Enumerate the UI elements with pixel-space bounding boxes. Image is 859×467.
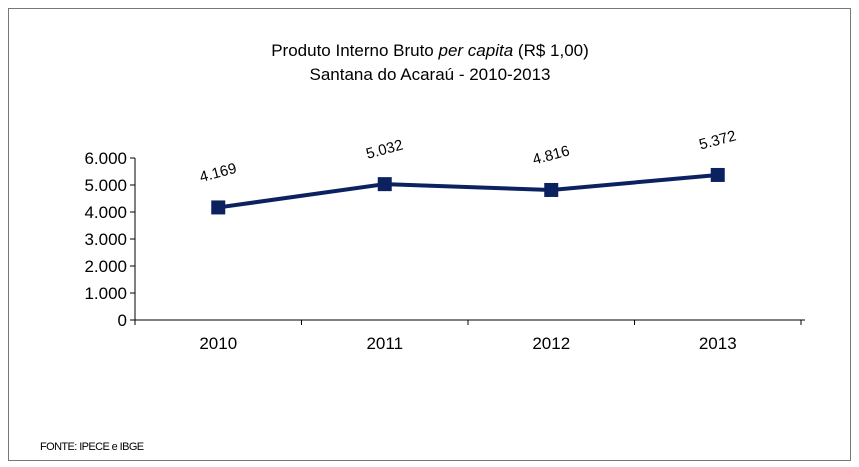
x-tick-label: 2010 <box>199 334 237 353</box>
line <box>217 172 718 210</box>
title-part: per capita <box>438 41 514 60</box>
marker <box>211 200 226 215</box>
chart-title: Produto Interno Bruto per capita (R$ 1,0… <box>271 41 589 60</box>
x-tick-label: 2012 <box>532 334 570 353</box>
chart-subtitle: Santana do Acaraú - 2010-2013 <box>309 65 550 84</box>
x-tick-label: 2011 <box>366 334 403 353</box>
y-tick-label: 3.000 <box>84 230 127 249</box>
frame <box>8 8 851 461</box>
title-part: (R$ 1,00) <box>518 41 589 60</box>
y-tick-label: 5.000 <box>84 176 127 195</box>
y-tick-label: 4.000 <box>84 203 127 222</box>
title-part: Produto Interno Bruto <box>271 41 434 60</box>
y-tick-label: 2.000 <box>84 257 127 276</box>
source-note: FONTE: IPECE e IBGE <box>40 441 144 453</box>
y-tick-label: 1.000 <box>84 284 127 303</box>
marker <box>544 182 559 197</box>
marker <box>710 167 725 182</box>
x-tick-label: 2013 <box>699 334 737 353</box>
y-tick-label: 0 <box>118 311 127 330</box>
y-tick-label: 6.000 <box>84 149 127 168</box>
marker <box>377 177 392 192</box>
